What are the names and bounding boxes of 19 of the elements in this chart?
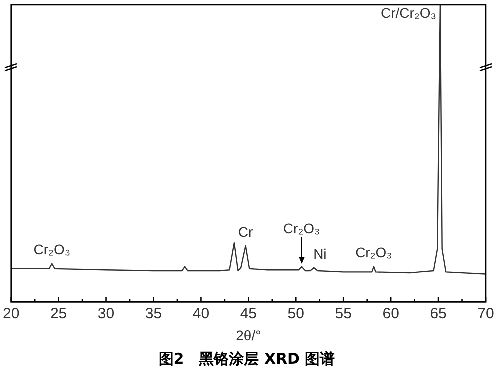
x-axis-title: 2θ/°: [236, 327, 262, 344]
x-tick-label: 55: [335, 305, 352, 322]
annotation: Cr₂O₃: [34, 242, 71, 258]
x-tick-label: 60: [382, 305, 400, 322]
annotation: Cr: [238, 224, 254, 240]
annotation: Cr/Cr₂O₃: [380, 4, 436, 21]
x-tick-label: 70: [478, 305, 494, 322]
annotation: Cr₂O₃: [283, 220, 320, 237]
text: 图2 黑铬涂层 XRD 图谱: [158, 350, 336, 368]
x-tick-label: 40: [192, 305, 210, 322]
x-tick-label: 50: [288, 305, 304, 322]
x-tick-label: 35: [145, 305, 162, 322]
annotation: Ni: [314, 246, 327, 262]
x-tick-label: 45: [240, 305, 258, 322]
x-tick-label: 25: [50, 305, 68, 322]
x-tick-label: 20: [3, 305, 20, 322]
x-tick-label: 30: [98, 305, 115, 322]
x-tick-label: 65: [430, 305, 447, 322]
annotation: Cr₂O₃: [356, 244, 392, 261]
